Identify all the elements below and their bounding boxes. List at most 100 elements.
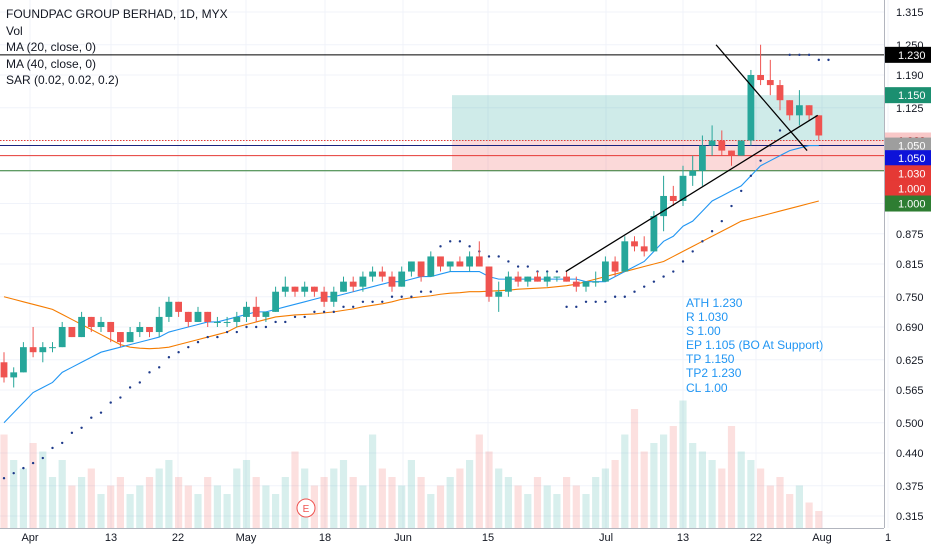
candle-body: [39, 347, 47, 353]
sar-dot: [613, 295, 617, 298]
candle-body: [669, 195, 677, 201]
candle-body: [660, 195, 667, 217]
candle: [718, 130, 726, 156]
candle-body: [621, 241, 629, 272]
trade-notes: ATH 1.230 R 1.030 S 1.00 EP 1.105 (BO At…: [686, 296, 823, 395]
volume-bar: [262, 485, 270, 528]
candle-body: [611, 261, 619, 272]
volume-bar: [388, 477, 396, 528]
candle-body: [728, 150, 735, 156]
candle: [272, 286, 279, 312]
candle: [214, 316, 221, 327]
volume-bar: [204, 477, 212, 528]
candle: [291, 286, 299, 297]
volume-bar: [650, 443, 658, 528]
volume-bar: [786, 494, 794, 528]
volume-bar: [446, 477, 454, 528]
candle: [543, 271, 551, 287]
candle: [175, 301, 182, 317]
candle: [10, 367, 18, 388]
earnings-circle: [296, 498, 316, 518]
volume-bar: [698, 451, 706, 528]
candle: [0, 352, 8, 383]
candle: [427, 251, 435, 277]
candle-body: [805, 105, 813, 116]
price-tag: 1.000: [885, 180, 931, 197]
volume-bar: [145, 477, 154, 528]
note-entry: EP 1.105 (BO At Support): [686, 338, 824, 353]
ma40-indicator-label[interactable]: MA (40, close, 0): [6, 56, 97, 71]
sar-dot: [400, 295, 403, 298]
sar-dot: [468, 245, 471, 248]
volume-bar: [87, 468, 95, 528]
candle-body: [78, 316, 85, 338]
earnings-marker: E: [296, 498, 316, 518]
volume-bar: [640, 451, 648, 528]
volume-bar: [757, 468, 765, 528]
candle-body: [679, 175, 687, 201]
price-tag-bg: [885, 165, 931, 182]
sar-dot: [681, 260, 685, 263]
x-tick-label: May: [236, 532, 257, 544]
sar-indicator-label[interactable]: SAR (0.02, 0.02, 0.2): [6, 73, 119, 87]
sar-dot: [701, 240, 704, 243]
volume-bar: [97, 494, 105, 528]
sar-dot: [691, 250, 694, 253]
candle-body: [359, 276, 367, 287]
candle-body: [388, 276, 396, 287]
candle: [311, 286, 318, 297]
volume-bar: [611, 460, 619, 528]
y-tick-label: 0.315: [896, 511, 924, 523]
ma20-indicator-label[interactable]: MA (20, close, 0): [6, 40, 97, 54]
candle: [378, 266, 386, 282]
sar-dot: [31, 461, 35, 465]
volume-bar: [727, 426, 736, 528]
sar-dot: [216, 335, 219, 339]
candle: [699, 135, 706, 186]
candle-body: [553, 276, 561, 278]
sar-dot: [274, 320, 277, 324]
candle-body: [650, 216, 658, 252]
volume-bar: [524, 494, 532, 528]
candle-body: [456, 261, 464, 267]
volume-bar: [572, 485, 580, 528]
sar-dot: [643, 285, 646, 288]
candle-body: [29, 347, 37, 353]
sar-dot: [284, 320, 287, 324]
candle-body: [689, 170, 697, 176]
candle: [572, 276, 580, 292]
candle-body: [378, 271, 386, 277]
candle: [146, 327, 153, 338]
sar-dot: [264, 325, 268, 329]
volume-bar: [466, 460, 474, 528]
symbol-title[interactable]: FOUNDPAC GROUP BERHAD, 1D, MYX: [6, 7, 228, 21]
candle-body: [311, 286, 318, 292]
sar-dot: [361, 300, 365, 303]
candle-body: [68, 327, 76, 338]
volume-bar: [669, 426, 677, 528]
volume-bar: [427, 494, 435, 528]
volume-bar: [29, 443, 37, 528]
volume-bar: [407, 460, 415, 528]
sar-dot: [720, 219, 723, 223]
note-cutloss: CL 1.00: [686, 380, 728, 395]
sar-dots: [2, 53, 830, 480]
volume-bar: [272, 494, 280, 528]
price-tag-label: 1.230: [898, 50, 926, 62]
price-tag-bg: [885, 150, 931, 167]
candle: [184, 311, 192, 327]
volume-bar: [136, 485, 144, 528]
sar-dot: [487, 255, 491, 258]
sar-dot: [322, 310, 326, 314]
sar-dot: [778, 129, 782, 132]
volume-indicator-label[interactable]: Vol: [6, 23, 23, 38]
candle: [301, 281, 309, 297]
candle-body: [155, 316, 163, 333]
candle-body: [427, 256, 435, 277]
y-tick-label: 1.315: [896, 7, 924, 19]
price-tag: 1.050: [885, 137, 931, 154]
volume-bar: [155, 468, 163, 528]
sar-dot: [206, 335, 209, 339]
sar-dot: [41, 456, 44, 460]
